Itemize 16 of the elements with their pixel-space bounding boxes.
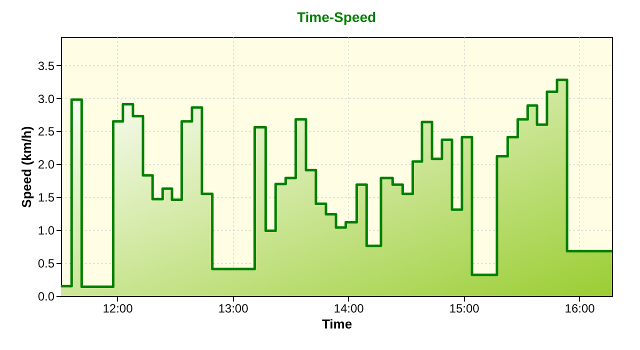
y-tick-label: 0.5 [38, 256, 55, 271]
chart-title: Time-Speed [296, 9, 376, 25]
x-tick-label: 16:00 [564, 302, 596, 316]
y-tick-label: 2.5 [38, 124, 55, 139]
x-tick-label: 14:00 [334, 302, 364, 316]
y-tick-label: 1.5 [38, 190, 55, 205]
y-tick-label: 0.0 [38, 290, 55, 304]
x-axis-title: Time [322, 316, 352, 332]
y-tick-label: 2.0 [38, 158, 55, 172]
x-tick-label: 12:00 [102, 302, 134, 316]
x-tick-label: 15:00 [449, 302, 480, 316]
x-tick-label: 13:00 [218, 302, 249, 316]
y-tick-label: 1.0 [38, 224, 55, 238]
y-tick-label: 3.0 [38, 92, 55, 106]
y-tick-label: 3.5 [38, 58, 55, 73]
y-axis-title: Speed (km/h) [18, 126, 34, 208]
